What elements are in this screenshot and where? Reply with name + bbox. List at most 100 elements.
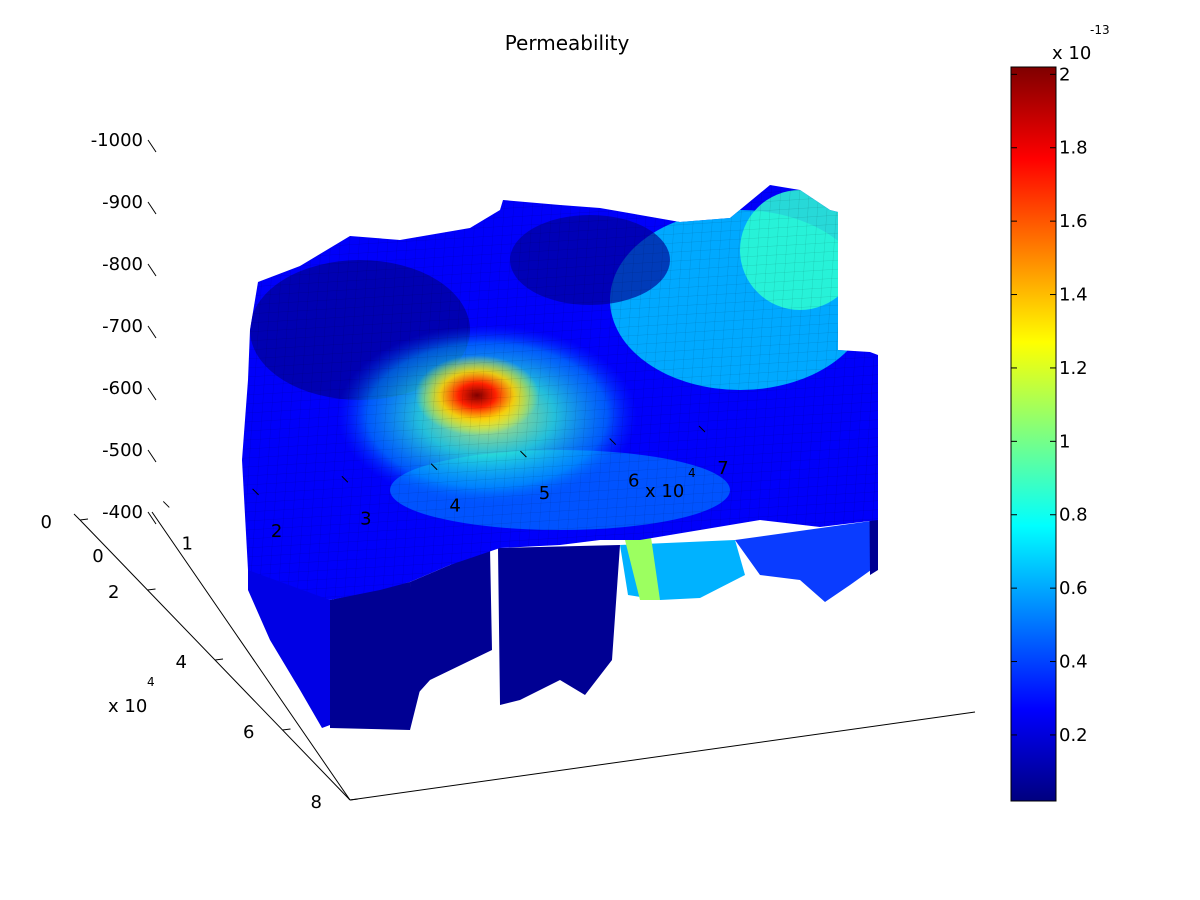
surface-shading xyxy=(230,140,890,600)
y-tick-label: 8 xyxy=(311,792,322,813)
colorbar-tick-label: 0.4 xyxy=(1059,652,1088,673)
mesh-line xyxy=(380,185,412,600)
mesh-line xyxy=(242,265,878,307)
mesh-line xyxy=(485,185,516,600)
mesh-line xyxy=(242,238,878,280)
mesh-line xyxy=(456,185,488,600)
mesh-line xyxy=(333,185,364,600)
z-tick-label: -900 xyxy=(102,192,143,213)
z-tick-mark xyxy=(147,263,157,277)
y-tick-label: 0 xyxy=(41,512,52,533)
side-wall-right xyxy=(735,520,878,602)
mesh-line xyxy=(304,185,336,600)
x-tick-label: 6 xyxy=(628,471,639,492)
colorbar-tick-label: 1.6 xyxy=(1059,211,1088,232)
mesh-line xyxy=(242,346,878,388)
mesh-line xyxy=(475,185,507,600)
mesh-line xyxy=(352,185,383,600)
colorbar-tick-label: 0.2 xyxy=(1059,725,1088,746)
mesh-line xyxy=(466,185,497,600)
x-tick-label: 5 xyxy=(539,483,550,504)
mesh-line xyxy=(242,382,878,424)
y-tick-label: 6 xyxy=(243,722,254,743)
mesh-line xyxy=(242,427,878,469)
shading-dark-ridge xyxy=(510,215,670,305)
surface-plot xyxy=(230,140,890,730)
mesh-line xyxy=(242,508,878,550)
mesh-line xyxy=(342,185,374,600)
x-tick-mark xyxy=(430,463,438,471)
y-tick-mark xyxy=(349,798,359,801)
x-tick-mark xyxy=(609,438,617,445)
mesh-line xyxy=(314,185,345,600)
x-tick-mark xyxy=(341,475,349,483)
z-tick-label: -600 xyxy=(102,378,143,399)
mesh-line xyxy=(242,310,878,352)
y-tick-mark xyxy=(79,518,89,521)
mesh-line xyxy=(242,364,878,406)
mesh-line xyxy=(242,499,878,541)
side-wall-front-left xyxy=(330,582,420,730)
x-tick-label: 1 xyxy=(182,533,193,554)
mesh-line xyxy=(242,409,878,451)
y-multiplier-label: x 10 xyxy=(108,696,147,717)
mesh-line xyxy=(242,445,878,487)
x-multiplier-label: x 10 xyxy=(645,481,684,502)
mesh-line xyxy=(242,283,878,325)
mesh-line xyxy=(242,463,878,505)
x-tick-mark xyxy=(73,513,81,521)
warm-wall-strip xyxy=(625,530,660,600)
z-tick-mark xyxy=(147,387,157,401)
x-tick-mark xyxy=(520,450,527,458)
mesh-line xyxy=(242,490,878,532)
colorbar-tick-label: 1.2 xyxy=(1059,358,1088,379)
colorbar-scale xyxy=(1010,66,1057,802)
x-multiplier-exponent: 4 xyxy=(688,466,696,480)
mesh-line xyxy=(242,301,878,343)
x-tick-label: 0 xyxy=(92,546,103,567)
colorbar-tick-label: 1.8 xyxy=(1059,138,1088,159)
mesh-line xyxy=(371,185,402,600)
mesh-line xyxy=(399,185,431,600)
mesh-line xyxy=(242,400,878,442)
side-wall-front-center xyxy=(498,545,620,705)
mesh-line xyxy=(437,185,469,600)
mesh-line xyxy=(494,185,526,600)
mesh-line xyxy=(242,319,878,361)
mesh-line xyxy=(242,211,878,253)
colorbar-tick-label: 0.6 xyxy=(1059,578,1088,599)
colorbar-tick-label: 2 xyxy=(1059,64,1070,85)
side-wall-left xyxy=(248,560,330,728)
mesh-line xyxy=(242,274,878,316)
colorbar: 0.2 0.4 0.6 0.8 1 1.2 1.4 1.6 1.8 2x 10 -13 xyxy=(1010,23,1110,802)
x-tick-label: 3 xyxy=(360,508,371,529)
z-tick-mark xyxy=(147,139,157,153)
mesh-line xyxy=(242,436,878,478)
mesh-line xyxy=(361,185,393,600)
x-tick-label: 4 xyxy=(449,496,460,517)
z-tick-mark xyxy=(147,325,157,339)
colorbar-tick-label: 0.8 xyxy=(1059,505,1088,526)
mesh-line xyxy=(242,256,878,298)
z-tick-label: -400 xyxy=(102,502,143,523)
mesh-line xyxy=(230,140,890,180)
z-tick-label: -800 xyxy=(102,254,143,275)
colorbar-tick-label: 1.4 xyxy=(1059,285,1088,306)
mesh-line xyxy=(242,373,878,415)
x-tick-label: 2 xyxy=(271,521,282,542)
z-tick-mark xyxy=(147,511,157,525)
chart-title: Permeability xyxy=(505,31,630,55)
mesh-line xyxy=(242,292,878,334)
colorbar-multiplier-label: x 10 xyxy=(1052,43,1091,64)
mesh-line xyxy=(390,185,421,600)
mesh-line xyxy=(504,185,535,600)
mesh-line xyxy=(428,185,459,600)
x-axis-line xyxy=(349,711,976,801)
z-tick-label: -1000 xyxy=(91,130,143,151)
y-tick-label: 4 xyxy=(176,652,187,673)
mesh-line xyxy=(323,185,355,600)
x-tick-mark xyxy=(162,501,170,508)
side-wall-notch xyxy=(410,548,492,700)
